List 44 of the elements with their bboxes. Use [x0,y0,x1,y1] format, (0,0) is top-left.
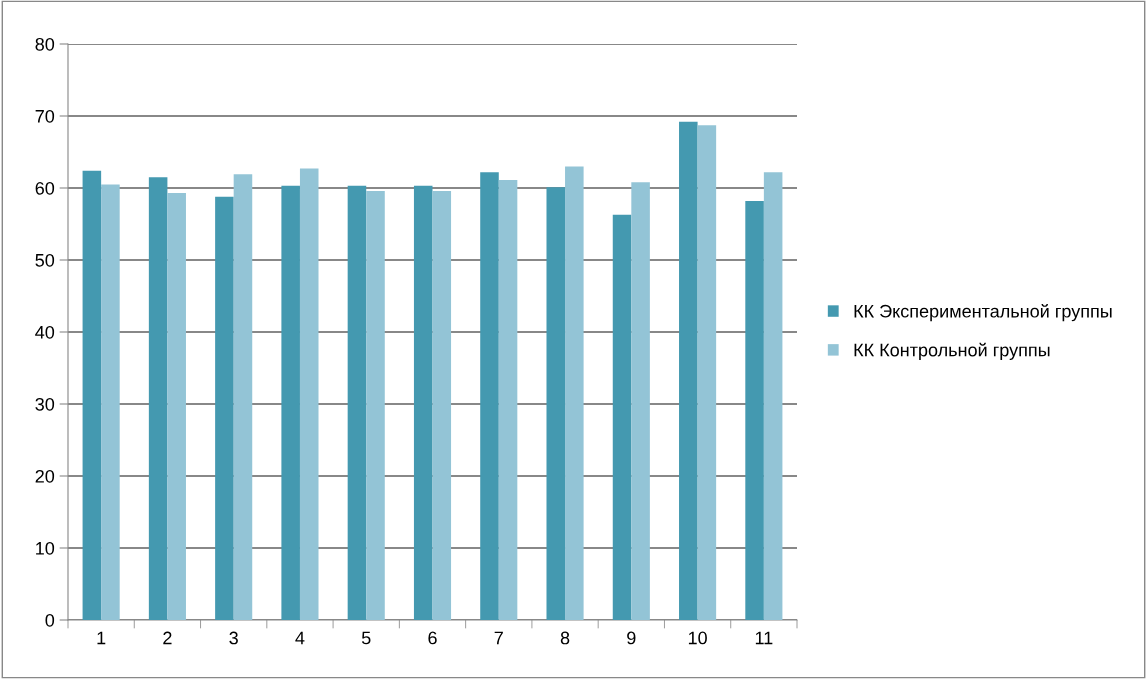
bar [745,200,764,620]
y-tick-label: 60 [35,181,55,195]
x-tick-label: 1 [97,631,106,645]
x-tick-label: 11 [755,631,773,645]
bar [480,172,499,620]
x-tick-label: 10 [688,631,707,645]
x-tick-label: 7 [494,631,503,645]
bar [763,172,783,620]
bar [612,214,632,620]
x-tick-label: 5 [361,631,371,645]
bar [565,166,584,620]
y-tick-label: 10 [36,541,55,555]
x-tick-label: 4 [295,631,305,645]
bar [631,182,650,620]
bar [432,190,452,620]
bar [366,190,385,620]
bar [546,187,566,620]
x-tick-label: 6 [428,631,437,645]
bar [498,180,518,620]
y-tick-label: 50 [35,253,55,267]
y-tick-label: 40 [35,325,55,339]
bar [167,193,186,620]
x-tick-label: 3 [229,631,238,645]
bar [697,125,717,620]
bar [347,185,367,620]
x-tick-label: 2 [163,631,172,645]
bar [413,185,433,620]
y-tick-label: 0 [45,613,55,627]
legend-label: КК Экспериментальной группы [854,304,1112,322]
bar [82,170,102,620]
bar [215,196,234,620]
y-tick-label: 70 [35,109,55,123]
bar [101,184,120,620]
y-tick-label: 20 [35,469,55,483]
bar [299,168,319,620]
x-tick-label: 9 [627,631,636,645]
bar [233,174,253,620]
bar [679,121,698,620]
bar [148,177,168,620]
y-tick-label: 80 [35,37,55,51]
y-tick-label: 30 [35,397,55,411]
x-tick-label: 8 [560,631,570,645]
legend-label: КК Контрольной группы [854,342,1050,360]
bar [281,185,300,620]
